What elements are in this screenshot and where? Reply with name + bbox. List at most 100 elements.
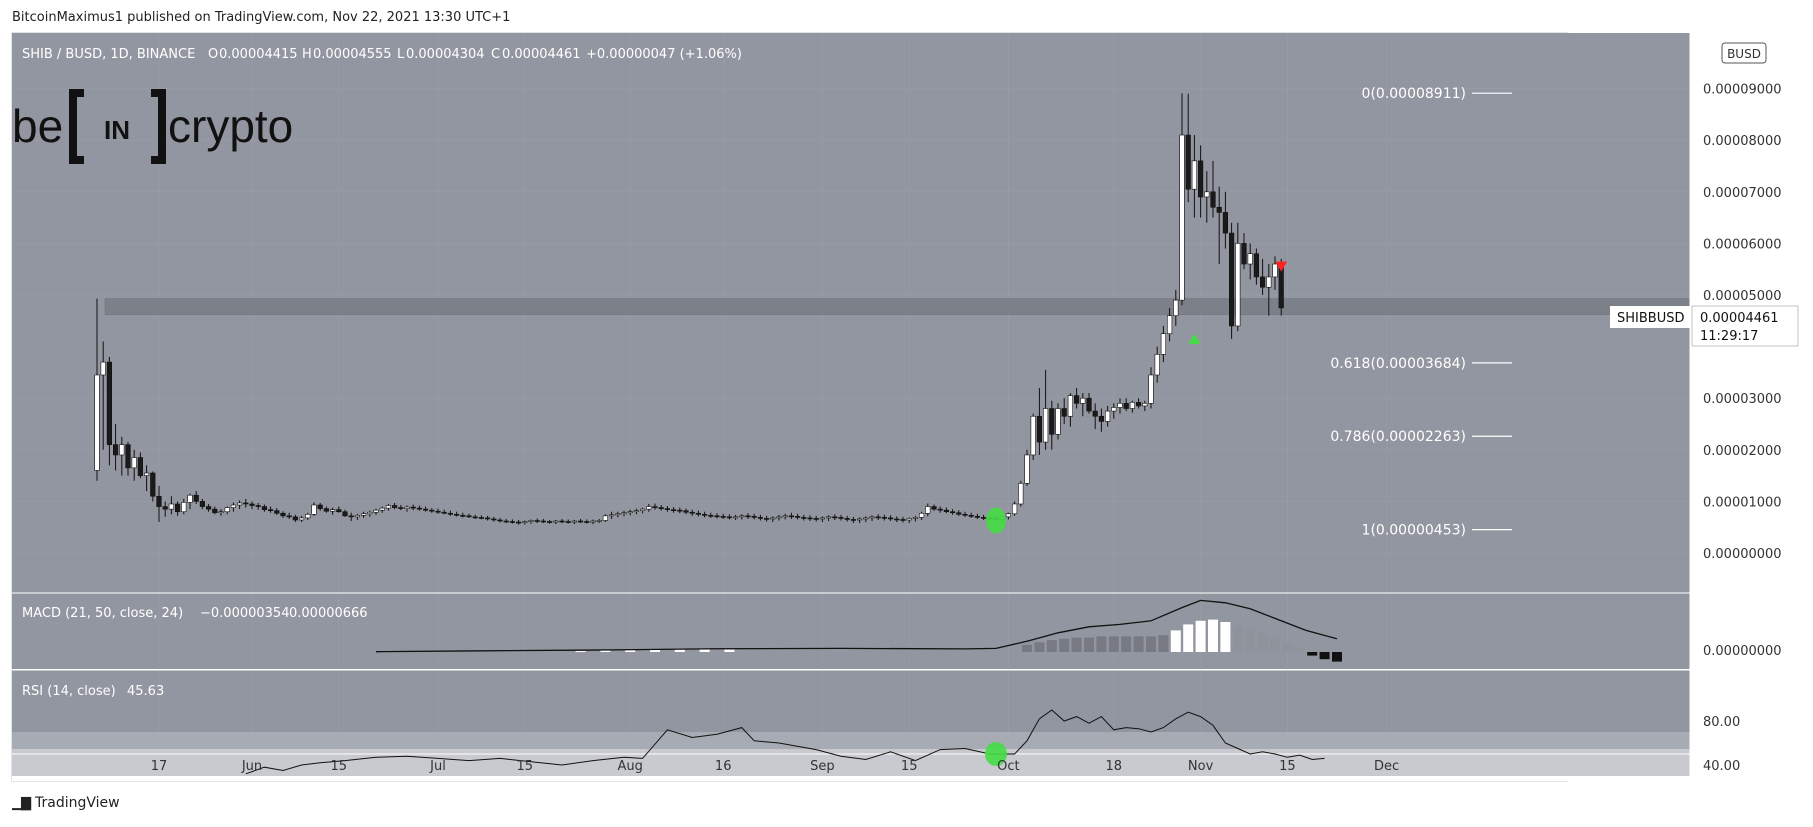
tradingview-logo-icon: ▁▇ xyxy=(12,795,31,811)
symbol-title[interactable]: SHIB / BUSD, 1D, BINANCE xyxy=(22,47,195,62)
candle-body xyxy=(391,505,398,508)
candle-body xyxy=(360,513,367,516)
candle-body xyxy=(739,515,745,518)
candle-body xyxy=(491,518,497,521)
last-price-box xyxy=(1691,305,1799,347)
candle-body xyxy=(887,517,894,520)
candle-body xyxy=(354,515,361,518)
candle-body xyxy=(230,504,237,508)
candle-body xyxy=(398,507,404,509)
candle-body xyxy=(224,507,230,513)
candle-body xyxy=(466,515,472,518)
candle-body xyxy=(794,516,801,518)
candle-body xyxy=(757,517,763,519)
candle-body xyxy=(503,520,509,523)
macd-histogram-bar xyxy=(1307,652,1318,656)
currency-label[interactable]: BUSD xyxy=(1727,47,1761,61)
macd-histogram-bar xyxy=(724,649,735,652)
candle-body xyxy=(689,511,695,514)
candle-body xyxy=(410,506,416,509)
currency-button[interactable] xyxy=(1721,42,1767,64)
rsi-label[interactable]: RSI (14, close) xyxy=(22,684,116,699)
candle-body xyxy=(422,508,429,511)
tradingview-footer-text: TradingView xyxy=(35,795,120,811)
candle-body xyxy=(94,374,100,471)
macd-value-2: 0.00000666 xyxy=(289,606,368,621)
macd-histogram-bar xyxy=(1282,642,1293,652)
macd-histogram-bar xyxy=(1208,619,1218,652)
candle-body xyxy=(565,521,571,523)
candle-body xyxy=(1222,212,1228,234)
logo-bracket-icon xyxy=(69,89,166,164)
candle-body xyxy=(323,508,330,512)
candle-body xyxy=(801,517,807,519)
candle-body xyxy=(1117,403,1123,408)
candle-body xyxy=(1229,232,1235,327)
candle-body xyxy=(497,519,503,522)
rsi-tick-label: 40.00 xyxy=(1703,759,1740,774)
candle-body xyxy=(776,516,782,519)
candle-body xyxy=(100,361,106,376)
rsi-green-circle-marker xyxy=(985,742,1007,766)
candle-body xyxy=(280,512,286,517)
tradingview-footer[interactable]: ▁▇ TradingView xyxy=(12,795,120,811)
candle-body xyxy=(329,509,336,512)
symbol-tag-box xyxy=(1610,306,1692,328)
candle-body xyxy=(193,494,199,502)
candle-body xyxy=(906,518,912,521)
candle-body xyxy=(1005,513,1011,518)
macd-histogram-bar xyxy=(1096,636,1107,652)
price-tick-label: 0.00007000 xyxy=(1703,186,1782,201)
logo-be: be xyxy=(12,100,63,152)
candle-body xyxy=(460,515,466,517)
time-tick-label: Jul xyxy=(429,759,446,774)
candle-body xyxy=(113,444,119,456)
candle-body xyxy=(441,511,447,514)
candle-body xyxy=(1049,408,1055,435)
candle-body xyxy=(1030,415,1036,456)
candle-body xyxy=(416,507,423,510)
candle-body xyxy=(807,517,813,520)
candle-body xyxy=(243,502,249,505)
countdown: 11:29:17 xyxy=(1700,329,1758,344)
logo-crypto: crypto xyxy=(168,100,293,152)
candle-body xyxy=(900,519,906,521)
candle-body xyxy=(546,521,553,523)
candle-body xyxy=(1235,243,1241,327)
price-tick-label: 0.00000000 xyxy=(1703,547,1782,562)
candle-body xyxy=(782,515,788,518)
candle-body xyxy=(714,515,720,518)
time-tick-label: 15 xyxy=(517,759,534,774)
candle-body xyxy=(838,517,844,519)
macd-histogram-bar xyxy=(1121,636,1132,652)
candle-body xyxy=(212,508,218,514)
macd-label[interactable]: MACD (21, 50, close, 24) xyxy=(22,606,183,621)
macd-histogram-bar xyxy=(650,649,660,652)
macd-histogram-bar xyxy=(1071,637,1082,652)
price-axis[interactable]: 0.00009000 0.00008000 0.00007000 0.00006000… xyxy=(1703,83,1782,562)
candle-body xyxy=(701,513,708,516)
time-axis[interactable]: 17 Jun 15 Jul 15 Aug 16 Sep 15 Oct 18 Nov 15 Dec xyxy=(151,759,1399,774)
rsi-axis: 80.00 40.00 xyxy=(1703,715,1740,774)
candle-body xyxy=(1024,454,1030,484)
candle-body xyxy=(912,517,918,519)
candle-body xyxy=(162,506,168,510)
candle-body xyxy=(1111,407,1117,412)
candle-body xyxy=(1043,408,1049,443)
green-circle-marker xyxy=(986,507,1006,534)
candle-body xyxy=(571,520,577,523)
last-price: 0.00004461 xyxy=(1700,311,1779,326)
candle-body xyxy=(1061,408,1067,417)
price-tick-label: 0.00001000 xyxy=(1703,495,1782,510)
candle-body xyxy=(1173,299,1179,316)
candle-body xyxy=(515,521,522,524)
candle-body xyxy=(949,511,956,514)
fib-level-label: 0(0.00008911) xyxy=(1362,86,1466,102)
green-triangle-marker xyxy=(1188,333,1201,344)
time-tick-label: Jun xyxy=(241,759,262,774)
candles xyxy=(94,93,1284,525)
candle-body xyxy=(1185,134,1191,190)
ohlc-open: 0.00004415 xyxy=(219,47,298,62)
candle-body xyxy=(150,472,156,497)
